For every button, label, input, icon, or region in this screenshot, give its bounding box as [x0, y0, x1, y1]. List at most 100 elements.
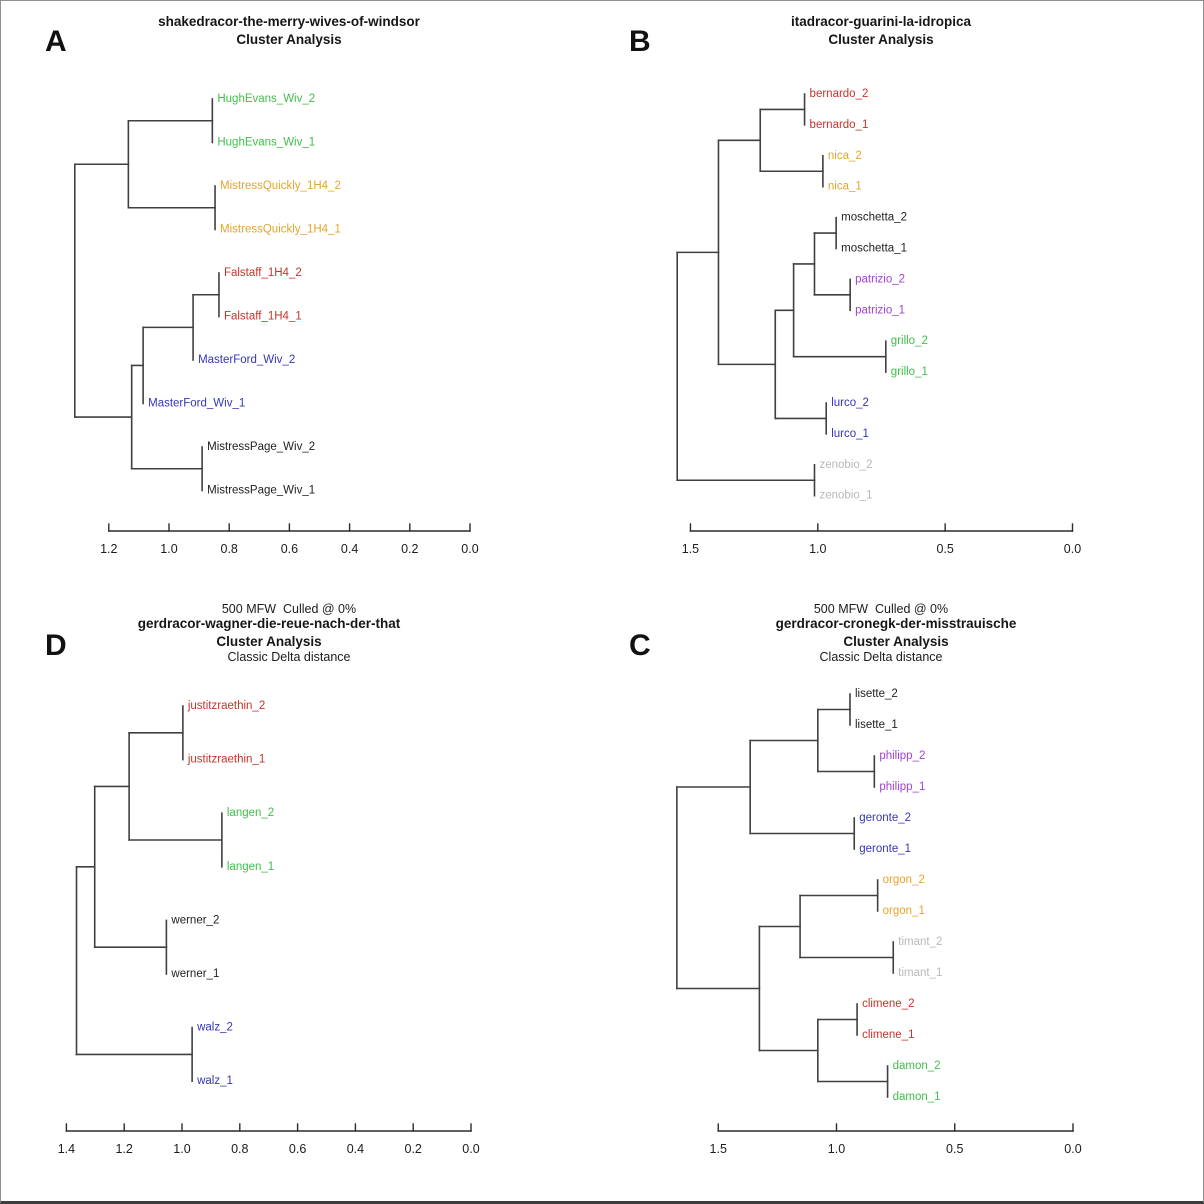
x-axis-tick-label: 0.8	[221, 542, 238, 556]
leaf-label: nica_1	[828, 181, 862, 193]
x-axis-tick-label: 1.0	[173, 1142, 190, 1156]
leaf-label: lisette_1	[855, 719, 898, 731]
axis-caption-d: 500 MFW Culled @ 0% Classic Delta distan…	[69, 1169, 469, 1201]
xlabel-line2: Classic Delta distance	[227, 650, 351, 664]
x-axis-tick-label: 1.0	[160, 542, 177, 556]
x-axis-tick-label: 0.5	[936, 542, 953, 556]
leaf-label: moschetta_1	[841, 243, 907, 255]
panel-d: D gerdracor-wagner-die-reue-nach-der-tha…	[1, 603, 603, 1201]
leaf-label: langen_1	[227, 861, 274, 873]
title-line: itadracor-guarini-la-idropica	[790, 14, 972, 29]
leaf-label: MasterFord_Wiv_1	[148, 398, 245, 410]
leaf-label: timant_1	[898, 967, 942, 979]
x-axis-tick-label: 1.2	[116, 1142, 133, 1156]
axis-caption-b: 500 MFW Culled @ 0% Classic Delta distan…	[681, 569, 1081, 697]
leaf-label: langen_2	[227, 807, 274, 819]
panel-title-d: gerdracor-wagner-die-reue-nach-der-that …	[1, 615, 549, 651]
leaf-label: orgon_2	[883, 874, 925, 886]
x-axis-tick-label: 1.0	[809, 542, 826, 556]
panel-letter-a: A	[45, 25, 67, 58]
leaf-label: lisette_2	[855, 688, 898, 700]
leaf-label: Falstaff_1H4_1	[224, 311, 302, 323]
x-axis-tick-label: 0.4	[341, 542, 358, 556]
leaf-label: patrizio_1	[855, 304, 905, 316]
leaf-label: timant_2	[898, 936, 942, 948]
leaf-label: HughEvans_Wiv_1	[217, 137, 315, 149]
x-axis-tick-label: 1.4	[58, 1142, 75, 1156]
subtitle-line: Cluster Analysis	[828, 32, 934, 47]
leaf-label: justitzraethin_2	[187, 700, 265, 712]
x-axis-tick-label: 1.5	[682, 542, 699, 556]
leaf-label: grillo_2	[891, 335, 928, 347]
x-axis-tick-label: 0.6	[289, 1142, 306, 1156]
leaf-label: werner_2	[170, 914, 219, 926]
subtitle-line: Cluster Analysis	[216, 634, 322, 649]
leaf-label: zenobio_2	[819, 459, 872, 471]
leaf-label: moschetta_2	[841, 212, 907, 224]
leaf-label: HughEvans_Wiv_2	[217, 93, 315, 105]
x-axis-tick-label: 0.0	[1064, 1142, 1081, 1156]
x-axis-tick-label: 1.0	[828, 1142, 845, 1156]
leaf-label: climene_1	[862, 1029, 914, 1041]
dendrogram-plot-c: lisette_2 lisette_1 philipp_2 philipp_1gero…	[676, 688, 1082, 1156]
leaf-label: bernardo_2	[810, 88, 869, 100]
x-axis-tick-label: 0.2	[405, 1142, 422, 1156]
panel-a: A shakedracor-the-merry-wives-of-windsor…	[1, 1, 603, 664]
axis-caption-a: 500 MFW Culled @ 0% Classic Delta distan…	[89, 569, 489, 697]
x-axis-tick-label: 0.2	[401, 542, 418, 556]
leaf-label: MistressPage_Wiv_2	[207, 441, 315, 453]
subtitle-line: Cluster Analysis	[843, 634, 949, 649]
leaf-label: Falstaff_1H4_2	[224, 267, 302, 279]
leaf-label: patrizio_2	[855, 273, 905, 285]
leaf-label: walz_2	[196, 1022, 233, 1034]
subtitle-line: Cluster Analysis	[236, 32, 342, 47]
leaf-label: werner_1	[170, 968, 219, 980]
leaf-label: grillo_1	[891, 366, 928, 378]
leaf-label: walz_1	[196, 1075, 233, 1087]
axis-caption-c: 500 MFW Culled @ 0% Classic Delta distan…	[696, 1169, 1096, 1201]
xlabel-line2: Classic Delta distance	[819, 650, 943, 664]
leaf-label: zenobio_1	[819, 490, 872, 502]
title-line: gerdracor-wagner-die-reue-nach-der-that	[137, 616, 401, 631]
x-axis-tick-label: 0.6	[281, 542, 298, 556]
leaf-label: MistressQuickly_1H4_1	[220, 224, 341, 236]
panel-letter-b: B	[629, 25, 651, 58]
title-line: gerdracor-cronegk-der-misstrauische	[775, 616, 1017, 631]
x-axis-tick-label: 0.0	[462, 1142, 479, 1156]
x-axis-tick-label: 1.2	[100, 542, 117, 556]
panel-b: B itadracor-guarini-la-idropica Cluster …	[601, 1, 1203, 664]
leaf-label: philipp_1	[879, 781, 925, 793]
xlabel-line1: 500 MFW Culled @ 0%	[221, 602, 357, 616]
dendrogram-plot-b: bernardo_2 bernardo_1 nica_2 nica_1 moschett…	[676, 88, 1081, 556]
leaf-label: philipp_2	[879, 750, 925, 762]
leaf-label: justitzraethin_1	[187, 754, 265, 766]
title-line: shakedracor-the-merry-wives-of-windsor	[158, 14, 420, 29]
x-axis-tick-label: 0.5	[946, 1142, 963, 1156]
leaf-label: climene_2	[862, 998, 914, 1010]
panel-letter-d: D	[45, 629, 67, 662]
xlabel-line1: 500 MFW Culled @ 0%	[813, 602, 949, 616]
dendrogram-plot-a: HughEvans_Wiv_2 HughEvans_Wiv_1 MistressQu…	[73, 93, 479, 556]
x-axis-tick-label: 0.8	[231, 1142, 248, 1156]
x-axis-tick-label: 0.0	[461, 542, 478, 556]
x-axis-tick-label: 1.5	[710, 1142, 727, 1156]
leaf-label: MistressQuickly_1H4_2	[220, 180, 341, 192]
panel-title-b: itadracor-guarini-la-idropica Cluster An…	[601, 13, 1161, 49]
x-axis-tick-label: 0.4	[347, 1142, 364, 1156]
dendrogram-plot-d: justitzraethin_2 justitzraethin_1 langen_2…	[58, 700, 480, 1156]
leaf-label: nica_2	[828, 150, 862, 162]
panel-title-c: gerdracor-cronegk-der-misstrauische Clus…	[616, 615, 1176, 651]
leaf-label: lurco_1	[831, 428, 869, 440]
leaf-label: geronte_1	[859, 843, 911, 855]
panel-letter-c: C	[629, 629, 651, 662]
leaf-label: MasterFord_Wiv_2	[198, 354, 295, 366]
leaf-label: lurco_2	[831, 397, 869, 409]
leaf-label: MistressPage_Wiv_1	[207, 485, 315, 497]
leaf-label: damon_1	[893, 1091, 941, 1103]
x-axis-tick-label: 0.0	[1064, 542, 1081, 556]
panel-title-a: shakedracor-the-merry-wives-of-windsor C…	[9, 13, 569, 49]
leaf-label: orgon_1	[883, 905, 925, 917]
leaf-label: bernardo_1	[810, 119, 869, 131]
leaf-label: geronte_2	[859, 812, 911, 824]
leaf-label: damon_2	[893, 1060, 941, 1072]
